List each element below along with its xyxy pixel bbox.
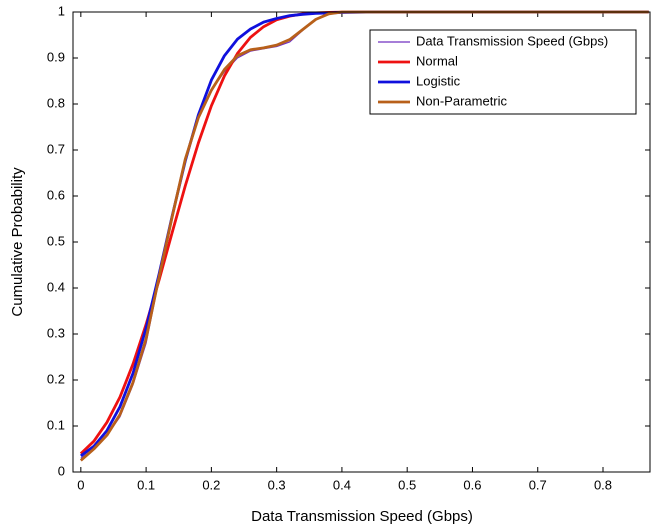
- y-tick-label: 0.4: [47, 279, 65, 294]
- y-tick-label: 0.5: [47, 233, 65, 248]
- x-tick-label: 0.6: [463, 477, 481, 492]
- y-tick-label: 0.3: [47, 325, 65, 340]
- y-tick-label: 0: [58, 463, 65, 478]
- y-axis-label: Cumulative Probability: [9, 167, 26, 317]
- x-tick-label: 0.5: [398, 477, 416, 492]
- y-tick-label: 0.6: [47, 187, 65, 202]
- x-tick-label: 0: [77, 477, 84, 492]
- x-tick-label: 0.2: [202, 477, 220, 492]
- legend-label: Normal: [416, 53, 458, 68]
- y-tick-label: 0.8: [47, 95, 65, 110]
- x-axis-label: Data Transmission Speed (Gbps): [251, 508, 473, 525]
- legend-box: [369, 29, 637, 115]
- x-tick-label: 0.3: [268, 477, 286, 492]
- y-tick-label: 0.2: [47, 371, 65, 386]
- y-tick-label: 1: [58, 3, 65, 18]
- plot-frame: [72, 11, 651, 473]
- x-tick-label: 0.1: [137, 477, 155, 492]
- legend-label: Logistic: [416, 73, 461, 88]
- x-tick-label: 0.7: [529, 477, 547, 492]
- y-tick-label: 0.1: [47, 417, 65, 432]
- x-tick-label: 0.8: [594, 477, 612, 492]
- legend-label: Non-Parametric: [416, 93, 508, 108]
- legend-label: Data Transmission Speed (Gbps): [416, 33, 608, 48]
- y-tick-label: 0.9: [47, 49, 65, 64]
- x-tick-label: 0.4: [333, 477, 351, 492]
- y-tick-label: 0.7: [47, 141, 65, 156]
